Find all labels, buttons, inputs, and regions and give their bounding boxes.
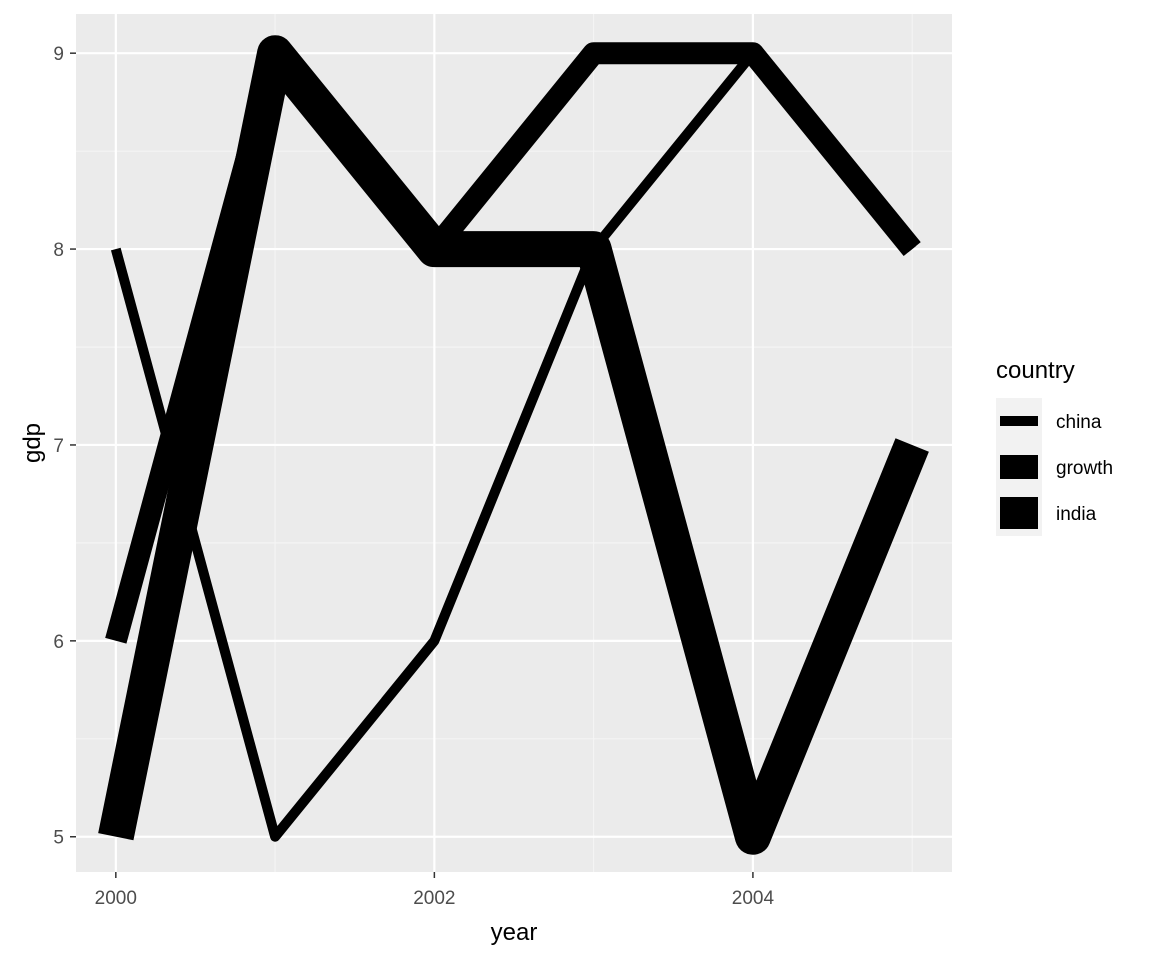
legend-label-growth: growth — [1056, 458, 1113, 479]
series-line-india — [98, 35, 929, 855]
x-axis-title: year — [491, 919, 538, 946]
y-tick-label: 8 — [53, 240, 64, 261]
legend-swatch-china — [1000, 416, 1038, 426]
x-tick-label: 2000 — [95, 888, 137, 909]
legend-items: china growth india — [996, 398, 1113, 536]
legend-swatch-growth — [1000, 455, 1038, 479]
legend-title: country — [996, 357, 1075, 384]
y-tick-label: 7 — [53, 436, 64, 457]
legend-label-india: india — [1056, 504, 1097, 525]
series-lines — [98, 35, 929, 855]
legend: country china growth india — [996, 357, 1113, 536]
legend-label-china: china — [1056, 412, 1102, 433]
x-tick-label: 2002 — [413, 888, 455, 909]
y-tick-label: 5 — [53, 828, 64, 849]
x-tick-label: 2004 — [732, 888, 775, 909]
y-axis: 5 6 7 8 9 — [53, 44, 76, 849]
y-tick-label: 6 — [53, 632, 64, 653]
x-axis: 2000 2002 2004 — [95, 872, 775, 909]
legend-swatch-india — [1000, 497, 1038, 529]
y-axis-title: gdp — [19, 423, 46, 463]
y-tick-label: 9 — [53, 44, 64, 65]
minor-gridlines — [76, 14, 952, 872]
